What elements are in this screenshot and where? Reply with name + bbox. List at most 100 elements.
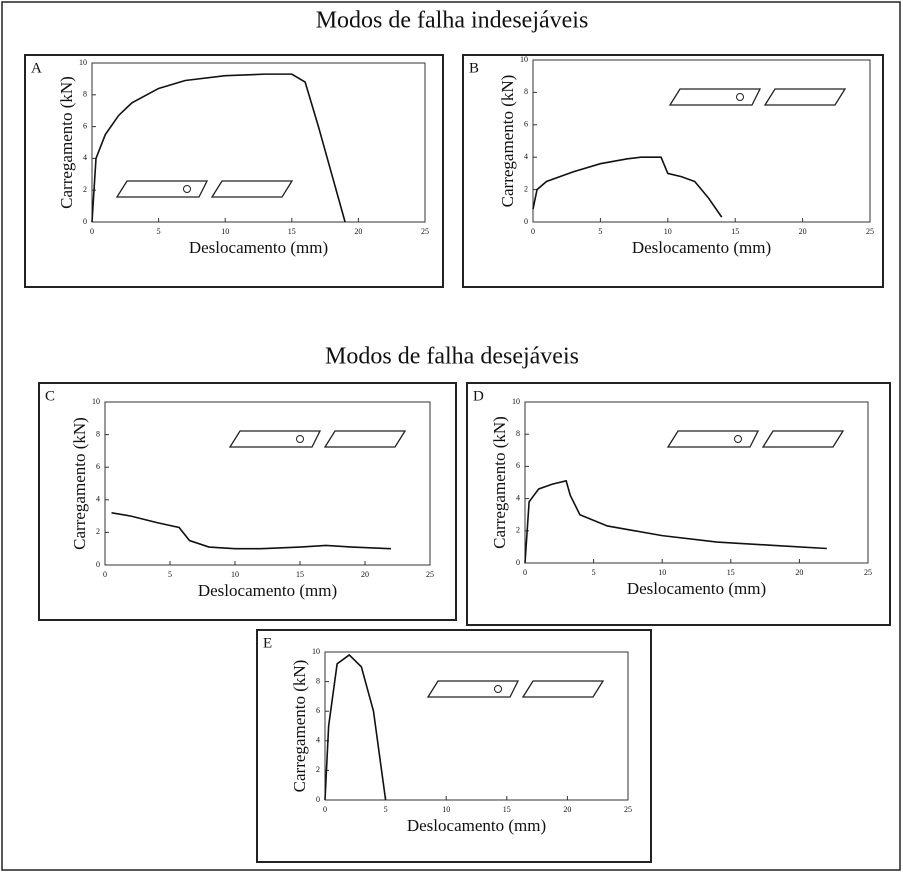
y-tick-label: 10 (520, 55, 528, 64)
y-tick-label: 0 (83, 217, 87, 226)
x-tick-label: 20 (361, 570, 369, 579)
x-tick-label: 20 (563, 805, 571, 814)
y-tick-label: 2 (524, 184, 528, 193)
data-line (111, 512, 392, 550)
x-axis-label: Deslocamento (mm) (632, 238, 771, 257)
y-tick-label: 2 (316, 765, 320, 774)
panel-label: B (469, 60, 479, 76)
y-tick-label: 8 (316, 676, 320, 685)
specimen-sketch (668, 88, 847, 106)
x-tick-label: 20 (795, 568, 803, 577)
y-tick-label: 10 (79, 58, 87, 67)
plot-area (324, 651, 629, 801)
y-tick-label: 10 (312, 647, 320, 656)
specimen-sketch (115, 180, 294, 198)
heading: Modos de falha desejáveis (325, 344, 579, 370)
y-axis-label: Carregamento (kN) (57, 76, 76, 209)
x-tick-label: 15 (727, 568, 735, 577)
x-tick-label: 15 (296, 570, 304, 579)
panel-label: A (31, 60, 42, 76)
x-tick-label: 15 (288, 227, 296, 236)
y-tick-label: 8 (516, 429, 520, 438)
x-tick-label: 5 (384, 805, 388, 814)
plot-area (524, 401, 869, 564)
x-tick-label: 25 (426, 570, 434, 579)
y-axis-label: Carregamento (kN) (498, 75, 517, 208)
x-tick-label: 0 (323, 805, 327, 814)
y-tick-label: 2 (83, 185, 87, 194)
x-axis-label: Deslocamento (mm) (198, 581, 337, 600)
x-axis-label: Deslocamento (mm) (407, 816, 546, 835)
y-tick-label: 0 (516, 558, 520, 567)
x-tick-label: 0 (103, 570, 107, 579)
y-tick-label: 4 (524, 152, 528, 161)
panel-label: D (473, 388, 484, 404)
x-tick-label: 0 (531, 227, 535, 236)
specimen-hole (183, 185, 191, 193)
y-tick-label: 6 (524, 120, 528, 129)
x-tick-label: 10 (442, 805, 450, 814)
x-tick-label: 25 (421, 227, 429, 236)
heading: Modos de falha indesejáveis (316, 8, 589, 34)
panel-box (38, 382, 457, 621)
y-tick-label: 0 (96, 560, 100, 569)
y-tick-label: 10 (92, 397, 100, 406)
x-tick-label: 0 (90, 227, 94, 236)
panel-box (24, 54, 444, 288)
y-tick-label: 2 (516, 526, 520, 535)
x-tick-label: 10 (664, 227, 672, 236)
y-tick-label: 8 (83, 90, 87, 99)
plot-area (104, 401, 431, 566)
y-tick-label: 4 (316, 736, 320, 745)
x-tick-label: 25 (864, 568, 872, 577)
y-tick-label: 6 (316, 706, 320, 715)
x-tick-label: 25 (624, 805, 632, 814)
specimen-sketch (228, 430, 407, 448)
x-axis-label: Deslocamento (mm) (189, 238, 328, 257)
y-tick-label: 4 (516, 493, 520, 502)
data-line (324, 653, 387, 801)
x-tick-label: 15 (731, 227, 739, 236)
specimen-hole (296, 435, 304, 443)
y-tick-label: 6 (96, 462, 100, 471)
panel-box (256, 629, 652, 863)
panel-box (466, 382, 891, 626)
y-tick-label: 4 (83, 153, 87, 162)
x-axis-label: Deslocamento (mm) (627, 579, 766, 598)
x-tick-label: 5 (598, 227, 602, 236)
x-tick-label: 10 (221, 227, 229, 236)
y-tick-label: 6 (83, 121, 87, 130)
panel-label: E (263, 635, 272, 651)
x-tick-label: 5 (157, 227, 161, 236)
panel-label: C (45, 388, 55, 404)
x-tick-label: 10 (658, 568, 666, 577)
x-tick-label: 15 (503, 805, 511, 814)
specimen-hole (734, 435, 742, 443)
x-tick-label: 10 (231, 570, 239, 579)
panel-box (462, 54, 884, 288)
plot-area (91, 62, 426, 223)
x-tick-label: 20 (799, 227, 807, 236)
y-axis-label: Carregamento (kN) (490, 416, 509, 549)
y-tick-label: 2 (96, 527, 100, 536)
specimen-hole (494, 685, 502, 693)
data-line (524, 479, 827, 564)
plot-area (532, 59, 871, 223)
y-axis-label: Carregamento (kN) (70, 417, 89, 550)
y-tick-label: 10 (512, 397, 520, 406)
x-tick-label: 25 (866, 227, 874, 236)
specimen-sketch (426, 680, 605, 698)
x-tick-label: 20 (354, 227, 362, 236)
specimen-hole (736, 93, 744, 101)
y-axis-label: Carregamento (kN) (290, 660, 309, 793)
specimen-sketch (666, 430, 845, 448)
x-tick-label: 5 (168, 570, 172, 579)
y-tick-label: 8 (524, 87, 528, 96)
x-tick-label: 5 (592, 568, 596, 577)
x-tick-label: 0 (523, 568, 527, 577)
data-line (532, 156, 723, 218)
data-line (91, 73, 346, 223)
y-tick-label: 6 (516, 461, 520, 470)
